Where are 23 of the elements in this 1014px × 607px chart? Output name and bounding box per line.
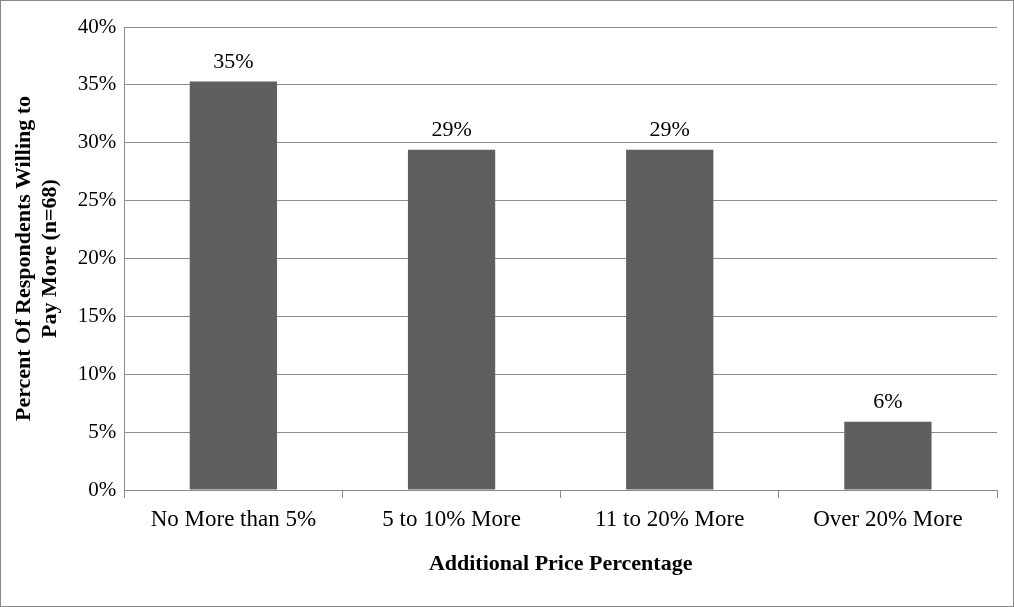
x-axis-title: Additional Price Percentage (428, 550, 693, 576)
data-label: 29% (649, 116, 690, 142)
data-label: 6% (873, 388, 903, 414)
y-tick-label: 10% (77, 360, 117, 385)
data-label: 29% (431, 116, 472, 142)
y-tick-label: 15% (77, 302, 117, 327)
y-tick-label: 20% (77, 245, 117, 270)
x-tick-label: 5 to 10% More (382, 505, 521, 531)
y-tick-label: 40% (77, 13, 117, 38)
y-tick-label: 35% (77, 71, 117, 96)
y-tick-label: 30% (77, 129, 117, 154)
bar (189, 81, 278, 490)
y-tick-label: 5% (88, 418, 117, 443)
y-tick-label: 0% (88, 476, 117, 501)
y-tick-label: 25% (77, 187, 117, 212)
y-axis-title: Percent Of Respondents Willing to Pay More (n=68) (9, 95, 62, 422)
bar (844, 421, 932, 490)
x-tick-label: No More than 5% (150, 505, 317, 531)
bar (407, 149, 496, 490)
x-tick-label: 11 to 20% More (595, 505, 745, 531)
bar (626, 149, 714, 490)
x-tick-label: Over 20% More (813, 505, 963, 531)
data-label: 35% (213, 48, 254, 74)
